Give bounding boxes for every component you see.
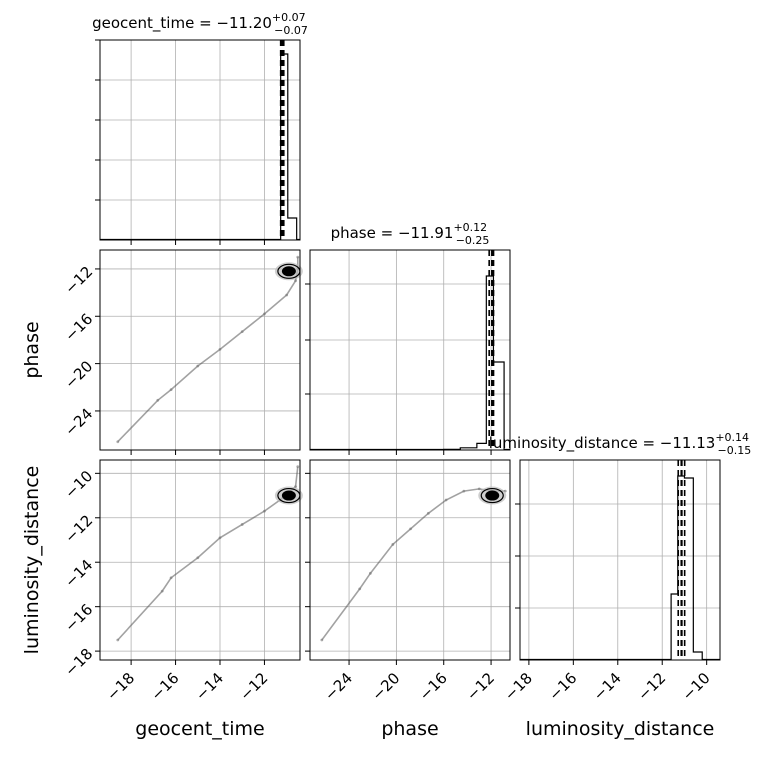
phase-y-tick-label: −12 [61, 263, 96, 298]
panel-title: geocent_time = −11.20+0.07 −0.07 [92, 11, 308, 37]
sample-point [196, 364, 200, 368]
geocent-time-x-tick-label: −12 [236, 669, 271, 704]
geocent-time-x-tick-label: −18 [103, 669, 138, 704]
sample-point [156, 398, 160, 402]
sample-point [358, 587, 362, 591]
phase-x-tick-label: −16 [416, 669, 451, 704]
sample-point [296, 255, 300, 259]
sample-point [160, 589, 164, 593]
sample-trail [117, 257, 299, 443]
phase-x-tick-label: −12 [463, 669, 498, 704]
sample-point [477, 487, 481, 491]
luminosity-distance-x-tick-label: −18 [501, 669, 536, 704]
sample-point [116, 440, 120, 444]
density-core [485, 490, 500, 501]
sample-point [409, 527, 412, 531]
sample-point [296, 465, 300, 469]
luminosity-distance-x-tick-label: −16 [545, 669, 580, 704]
histogram-step [100, 53, 300, 241]
sample-point [320, 638, 324, 642]
panel-title-sub: −0.07 [274, 24, 308, 37]
sample-point [444, 498, 448, 502]
sample-point [263, 509, 266, 513]
phase-y-tick-label: −16 [61, 310, 96, 345]
panel-title-sup: +0.14 [715, 431, 749, 444]
sample-point [218, 536, 222, 540]
geocent-time-x-tick-label: −14 [192, 669, 227, 704]
hist-phase: phase = −11.91+0.12 −0.25 [305, 221, 511, 455]
luminosity-distance-y-tick-label: −10 [61, 467, 96, 502]
sample-point [169, 576, 173, 580]
sample-point [240, 330, 244, 334]
density-contour [480, 487, 504, 504]
sample-point [196, 556, 200, 560]
x-axis-label: luminosity_distance [526, 718, 715, 740]
luminosity-distance-y-tick-label: −18 [61, 645, 96, 680]
panel-title: phase = −11.91+0.12 −0.25 [331, 221, 490, 247]
luminosity-distance-x-tick-label: −14 [590, 669, 625, 704]
scatter-ld-vs-geocent-time: −18 −16 −14 −12−10−12−14−16−18 [61, 459, 303, 704]
phase-y-tick-label: −24 [61, 405, 96, 440]
sample-point [263, 312, 266, 316]
x-axis-label: geocent_time [135, 718, 264, 740]
panel-title: luminosity_distance = −11.13+0.14 −0.15 [489, 431, 752, 457]
panel-title-sup: +0.12 [453, 221, 487, 234]
hist-geocent-time: geocent_time = −11.20+0.07 −0.07 [92, 11, 308, 245]
sample-point [426, 511, 430, 515]
sample-point [462, 489, 466, 493]
scatter-ld-vs-phase: −24 −20 −16 −12 [305, 459, 511, 704]
panel-title-sub: −0.15 [718, 444, 752, 457]
sample-point [294, 485, 297, 489]
phase-y-tick-label: −20 [61, 357, 96, 392]
scatter-phase-vs-geocent-time: −12 −16 −20 −24 [61, 249, 303, 455]
luminosity-distance-y-tick-label: −14 [61, 556, 96, 591]
sample-point [169, 388, 173, 392]
luminosity-distance-x-tick-label: −12 [634, 669, 669, 704]
panel-title-main: phase = −11.91 [331, 224, 454, 242]
sample-point [368, 571, 372, 575]
sample-trail [117, 466, 299, 641]
y-axis-label: phase [21, 321, 43, 378]
panel-title-main: geocent_time = −11.20 [92, 14, 272, 33]
sample-point [240, 523, 244, 526]
phase-x-tick-label: −24 [321, 669, 356, 704]
sample-point [218, 348, 222, 351]
density-core [281, 266, 296, 277]
x-axis-label: phase [381, 718, 438, 740]
sample-point [294, 279, 297, 283]
luminosity-distance-y-tick-label: −16 [61, 600, 96, 635]
panel-title-main: luminosity_distance = −11.13 [489, 434, 716, 453]
luminosity-distance-y-tick-label: −12 [61, 511, 96, 546]
histogram-step [520, 475, 720, 661]
y-axis-label: luminosity_distance [21, 466, 43, 655]
hist-luminosity-distance: −18 −16 −14 −12 −10 luminosity_distance = −11… [489, 431, 752, 704]
luminosity-distance-x-tick-label: −10 [679, 669, 714, 704]
sample-point [116, 638, 120, 642]
panel-title-sub: −0.25 [456, 234, 490, 247]
density-core [281, 490, 296, 501]
geocent-time-x-tick-label: −16 [148, 669, 183, 704]
sample-point [285, 293, 289, 297]
phase-x-tick-label: −20 [368, 669, 403, 704]
panel-title-sup: +0.07 [272, 11, 306, 24]
sample-point [391, 543, 395, 546]
histogram-step [310, 275, 510, 451]
